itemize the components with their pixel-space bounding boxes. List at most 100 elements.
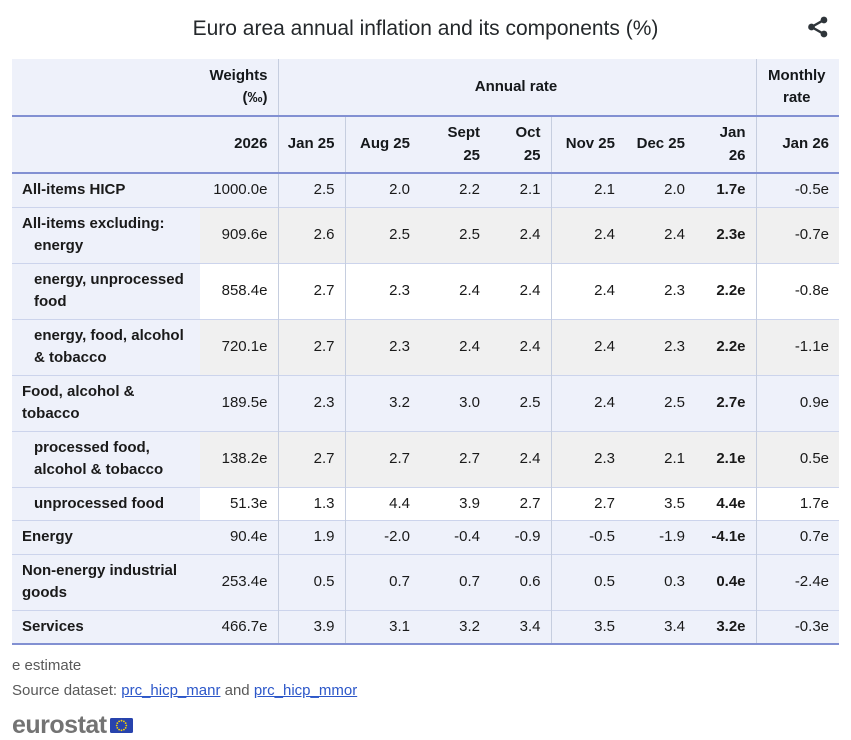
table-row: All-items HICP 1000.0e 2.5 2.0 2.2 2.1 2.1 2.0 1… xyxy=(12,172,840,207)
annual-rate-cell: 2.3 xyxy=(277,374,345,431)
weight-cell: 138.2e xyxy=(200,430,278,487)
annual-rate-cell: 2.3 xyxy=(344,262,420,319)
annual-rate-cell: 2.2e xyxy=(695,318,757,375)
inflation-table: Weights (‰) Annual rate Monthly rate 202… xyxy=(12,59,840,645)
annual-rate-cell: 0.7 xyxy=(420,553,490,610)
eurostat-logo: eurostat xyxy=(12,711,839,740)
annual-rate-cell: 2.4 xyxy=(625,206,695,263)
table-row: energy, unprocessed food 858.4e 2.7 2.3 2.4 2… xyxy=(12,262,840,319)
row-label: All-items excluding: energy xyxy=(12,206,200,263)
annual-rate-cell: 2.7 xyxy=(550,486,625,521)
annual-rate-cell: 2.7e xyxy=(695,374,757,431)
annual-rate-cell: 3.2 xyxy=(344,374,420,431)
monthly-rate-cell: -2.4e xyxy=(755,553,840,610)
eu-flag-icon xyxy=(109,717,133,738)
monthly-rate-cell: 0.7e xyxy=(755,520,840,554)
annual-rate-cell: 4.4e xyxy=(695,486,757,521)
annual-rate-cell: 2.4 xyxy=(550,374,625,431)
annual-rate-cell: 1.3 xyxy=(277,486,345,521)
annual-rate-cell: 4.4 xyxy=(344,486,420,521)
table-row: unprocessed food 51.3e 1.3 4.4 3.9 2.7 2.7 3.5 4… xyxy=(12,486,840,521)
title-bar: Euro area annual inflation and its compo… xyxy=(0,0,851,55)
annual-rate-cell: 2.5 xyxy=(344,206,420,263)
annual-rate-cell: 2.7 xyxy=(344,430,420,487)
annual-rate-cell: 2.3 xyxy=(344,318,420,375)
annual-rate-cell: 0.5 xyxy=(550,553,625,610)
annual-rate-cell: 2.4 xyxy=(490,206,551,263)
monthly-rate-cell: -0.8e xyxy=(755,262,840,319)
monthly-rate-cell: -0.7e xyxy=(755,206,840,263)
table-row: processed food, alcohol & tobacco 138.2e 2… xyxy=(12,430,840,487)
monthly-rate-line2: rate xyxy=(783,89,811,106)
weight-cell: 720.1e xyxy=(200,318,278,375)
month-header: Aug 25 xyxy=(344,116,420,174)
row-label: unprocessed food xyxy=(12,486,200,521)
monthly-rate-cell: -0.5e xyxy=(755,172,840,207)
table-row: energy, food, alcohol & tobacco 720.1e 2.7… xyxy=(12,318,840,375)
annual-rate-cell: 2.7 xyxy=(277,318,345,375)
annual-rate-cell: 2.4 xyxy=(420,318,490,375)
annual-rate-cell: 0.4e xyxy=(695,553,757,610)
annual-rate-cell: 3.4 xyxy=(490,609,551,645)
month-header: Dec 25 xyxy=(625,116,695,174)
annual-rate-cell: 3.5 xyxy=(625,486,695,521)
annual-rate-cell: 2.4 xyxy=(490,430,551,487)
share-button[interactable] xyxy=(804,14,832,42)
month-header-row: 2026 Jan 25 Aug 25 Sept 25 Oct 25 Nov 25 Dec … xyxy=(12,116,840,174)
monthly-rate-cell: 0.5e xyxy=(755,430,840,487)
footnotes: e estimate Source dataset: prc_hicp_manr… xyxy=(12,657,839,699)
month-row-empty-cell xyxy=(12,116,200,174)
table-row: All-items excluding: energy 909.6e 2.6 2.5 2.… xyxy=(12,206,840,263)
annual-rate-cell: 1.7e xyxy=(695,172,757,207)
annual-rate-cell: 2.5 xyxy=(277,172,345,207)
month-header: Jan 25 xyxy=(277,116,345,174)
source-link-prc-hicp-manr[interactable]: prc_hicp_manr xyxy=(121,682,221,699)
annual-rate-cell: -2.0 xyxy=(344,520,420,554)
annual-rate-cell: 3.1 xyxy=(344,609,420,645)
annual-rate-cell: 2.1e xyxy=(695,430,757,487)
annual-rate-cell: 2.7 xyxy=(420,430,490,487)
annual-rate-cell: 2.0 xyxy=(625,172,695,207)
annual-rate-cell: 2.4 xyxy=(490,318,551,375)
weight-cell: 253.4e xyxy=(200,553,278,610)
source-join: and xyxy=(220,682,254,699)
monthly-rate-cell: 1.7e xyxy=(755,486,840,521)
annual-rate-cell: 2.5 xyxy=(420,206,490,263)
annual-rate-cell: 2.1 xyxy=(625,430,695,487)
row-label: Food, alcohol & tobacco xyxy=(12,374,200,431)
group-header-row: Weights (‰) Annual rate Monthly rate xyxy=(12,59,840,117)
annual-rate-cell: 2.3 xyxy=(625,262,695,319)
annual-rate-cell: 2.5 xyxy=(625,374,695,431)
row-label: energy, food, alcohol & tobacco xyxy=(12,318,200,375)
table-row: Services 466.7e 3.9 3.1 3.2 3.4 3.5 3.4 3.2e -0.3… xyxy=(12,609,840,645)
month-header: Oct 25 xyxy=(490,116,551,174)
weight-cell: 1000.0e xyxy=(200,172,278,207)
monthly-month-header: Jan 26 xyxy=(755,116,840,174)
annual-rate-cell: 3.0 xyxy=(420,374,490,431)
share-icon xyxy=(805,16,831,43)
month-header: Jan 26 xyxy=(695,116,757,174)
annual-rate-cell: 2.3 xyxy=(625,318,695,375)
source-dataset-line: Source dataset: prc_hicp_manr and prc_hi… xyxy=(12,682,839,699)
annual-rate-header: Annual rate xyxy=(277,59,757,117)
annual-rate-cell: 2.1 xyxy=(550,172,625,207)
annual-rate-cell: -4.1e xyxy=(695,520,757,554)
annual-rate-cell: 2.6 xyxy=(277,206,345,263)
annual-rate-cell: 2.7 xyxy=(277,262,345,319)
estimate-note: e estimate xyxy=(12,657,82,674)
weight-cell: 90.4e xyxy=(200,520,278,554)
annual-rate-cell: 3.9 xyxy=(277,609,345,645)
annual-rate-cell: 3.5 xyxy=(550,609,625,645)
annual-rate-cell: 2.2e xyxy=(695,262,757,319)
annual-rate-cell: -0.9 xyxy=(490,520,551,554)
row-label: Services xyxy=(12,609,200,645)
source-prefix: Source dataset: xyxy=(12,682,122,699)
annual-rate-cell: 2.4 xyxy=(550,262,625,319)
corner-cell xyxy=(12,59,200,117)
monthly-rate-line1: Monthly xyxy=(768,66,826,84)
source-link-prc-hicp-mmor[interactable]: prc_hicp_mmor xyxy=(253,682,358,699)
table-row: Food, alcohol & tobacco 189.5e 2.3 3.2 3.0 2.… xyxy=(12,374,840,431)
annual-rate-cell: 2.4 xyxy=(420,262,490,319)
row-label: All-items HICP xyxy=(12,172,200,207)
weight-cell: 858.4e xyxy=(200,262,278,319)
